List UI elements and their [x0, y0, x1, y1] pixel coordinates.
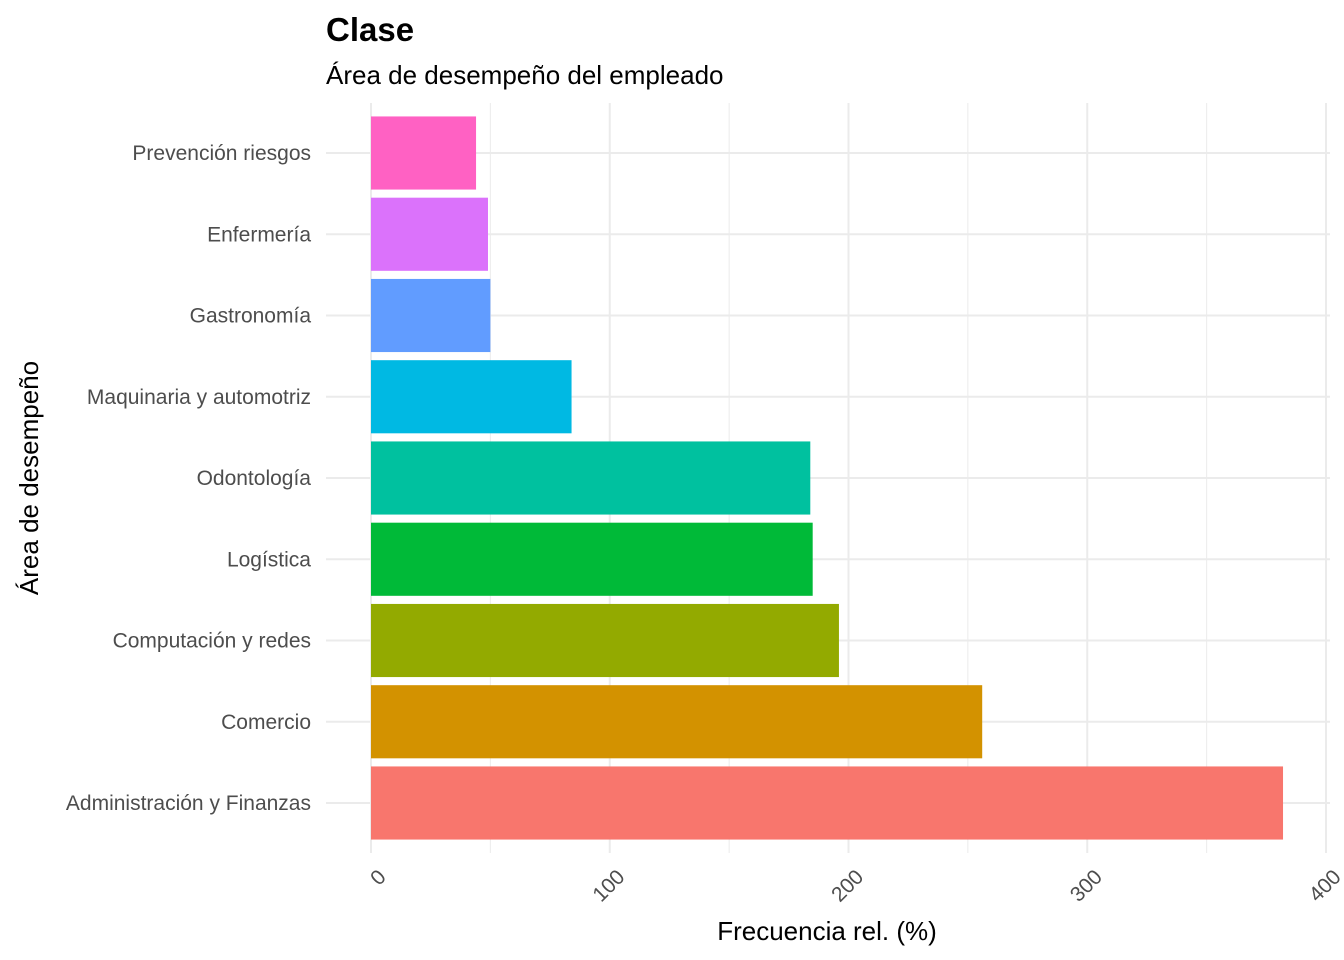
chart-title: Clase — [326, 11, 414, 48]
category-label: Odontología — [197, 467, 312, 490]
x-axis-title: Frecuencia rel. (%) — [717, 916, 937, 946]
bar — [371, 685, 983, 759]
category-label: Administración y Finanzas — [66, 792, 311, 815]
category-label: Prevención riesgos — [132, 142, 311, 165]
category-label: Comercio — [221, 711, 311, 734]
category-labels: Administración y Finanzas Comercio Computa… — [66, 142, 311, 815]
bar — [371, 116, 477, 190]
bar — [371, 278, 491, 353]
bar — [371, 603, 839, 678]
x-tick-label: 300 — [1066, 865, 1107, 906]
category-label: Maquinaria y automotriz — [87, 386, 311, 409]
bar — [371, 766, 1284, 840]
bars — [371, 116, 1284, 840]
x-tick-label: 0 — [366, 865, 391, 890]
y-axis-title: Área de desempeño — [14, 361, 44, 595]
bar — [371, 522, 813, 596]
chart-subtitle: Área de desempeño del empleado — [326, 60, 724, 90]
category-label: Logística — [227, 548, 311, 571]
bar — [371, 360, 572, 434]
x-tick-label: 100 — [588, 865, 629, 906]
category-label: Computación y redes — [113, 630, 311, 653]
bar — [371, 441, 811, 515]
category-label: Enfermería — [207, 223, 311, 246]
category-label: Gastronomía — [190, 305, 312, 328]
x-tick-label: 400 — [1305, 865, 1344, 906]
x-tick-label: 200 — [827, 865, 868, 906]
bar — [371, 197, 488, 271]
x-tick-labels: 0 100 200 300 400 — [366, 865, 1344, 906]
